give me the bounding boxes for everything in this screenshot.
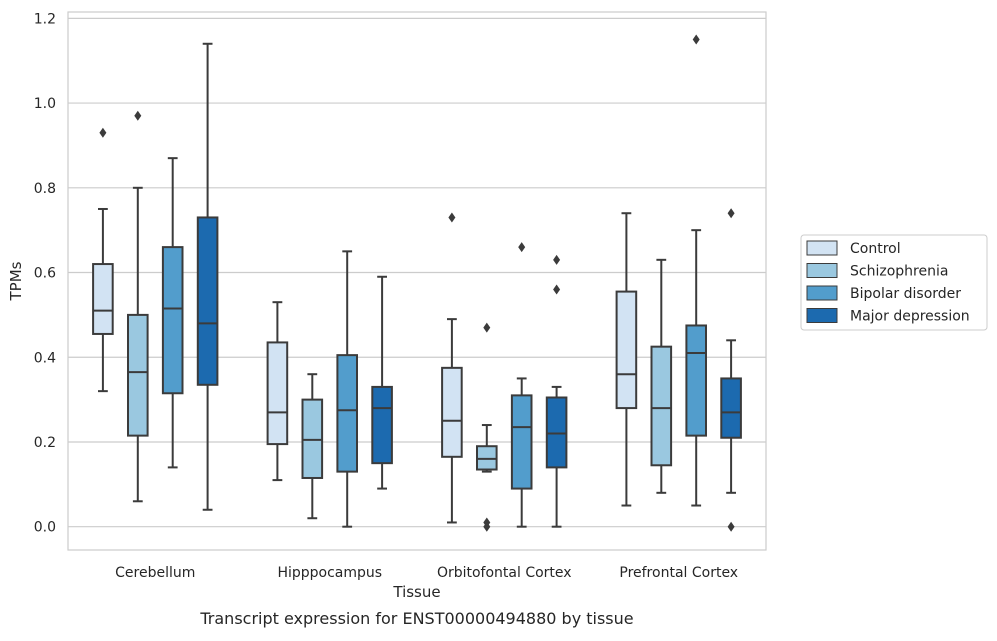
- box-group: [266, 301, 289, 482]
- outlier-point: [518, 242, 526, 253]
- box-group: [161, 157, 184, 469]
- box: [476, 445, 498, 471]
- x-tick-label: Hipppocampus: [277, 565, 382, 581]
- box: [92, 263, 114, 335]
- legend-frame: [800, 234, 988, 331]
- box: [371, 385, 393, 465]
- outlier-point: [483, 521, 491, 532]
- box: [127, 313, 149, 437]
- box-group: [92, 127, 114, 393]
- legend-swatch: [806, 240, 838, 256]
- box-group: [301, 373, 324, 520]
- box-group: [720, 208, 742, 532]
- box: [510, 394, 533, 490]
- y-tick-label: 1.2: [34, 11, 56, 27]
- legend-items: Control Schizophrenia Bipolar disorder Majo…: [806, 240, 970, 325]
- outlier-point: [727, 521, 735, 532]
- x-tick-label: Orbitofontal Cortex: [437, 565, 572, 581]
- y-tick-label: 0.4: [34, 350, 56, 366]
- y-tick-label: 0.8: [34, 181, 56, 197]
- legend-label: Major depression: [850, 309, 970, 325]
- plot-area: [67, 11, 767, 551]
- box-group: [650, 258, 673, 494]
- outlier-point: [99, 127, 107, 138]
- box: [720, 377, 742, 439]
- box-group: [685, 34, 708, 507]
- box-group: [371, 275, 393, 490]
- box-group: [615, 212, 638, 507]
- box-group: [545, 254, 568, 528]
- x-tick-label: Prefrontal Cortex: [619, 565, 738, 581]
- box-group: [336, 250, 358, 528]
- box: [161, 246, 184, 395]
- x-tick-layer: Cerebellum Hipppocampus Orbitofontal Corte…: [115, 565, 738, 581]
- legend-swatch: [806, 285, 838, 301]
- box-group: [476, 322, 498, 532]
- y-tick-label: 0.6: [34, 266, 56, 282]
- outlier-point: [448, 212, 456, 223]
- legend-label: Bipolar disorder: [850, 286, 961, 302]
- outlier-point: [553, 254, 561, 265]
- legend-swatch: [806, 308, 838, 323]
- box-group: [441, 212, 463, 524]
- box-layer: [92, 34, 742, 532]
- box: [615, 290, 638, 410]
- x-axis-label: Tissue: [392, 583, 440, 601]
- box: [545, 396, 568, 469]
- y-tick-label: 1.0: [34, 96, 56, 112]
- box: [196, 216, 219, 386]
- outlier-point: [727, 208, 735, 219]
- box-group: [196, 42, 219, 511]
- legend: Control Schizophrenia Bipolar disorder Majo…: [800, 234, 988, 331]
- box: [301, 398, 324, 479]
- x-tick-label: Cerebellum: [115, 565, 195, 581]
- box: [650, 345, 673, 467]
- chart-caption: Transcript expression for ENST0000049488…: [199, 609, 633, 628]
- legend-label: Control: [850, 241, 901, 257]
- box-group: [510, 242, 533, 528]
- box: [266, 341, 289, 446]
- box: [441, 366, 463, 458]
- legend-label: Schizophrenia: [850, 264, 948, 280]
- legend-swatch: [806, 263, 838, 278]
- y-tick-label: 0.2: [34, 435, 56, 451]
- y-tick-label: 0.0: [34, 520, 56, 536]
- outlier-point: [483, 322, 491, 333]
- outlier-point: [134, 110, 142, 121]
- y-tick-layer: 0.0 0.2 0.4 0.6 0.8 1.0 1.2: [34, 11, 56, 535]
- outlier-point: [692, 34, 700, 45]
- y-axis-label: TPMs: [7, 261, 25, 301]
- box: [685, 324, 708, 437]
- grid-layer: [68, 17, 766, 528]
- box-group: [127, 110, 149, 503]
- outlier-point: [553, 284, 561, 295]
- box: [336, 354, 358, 473]
